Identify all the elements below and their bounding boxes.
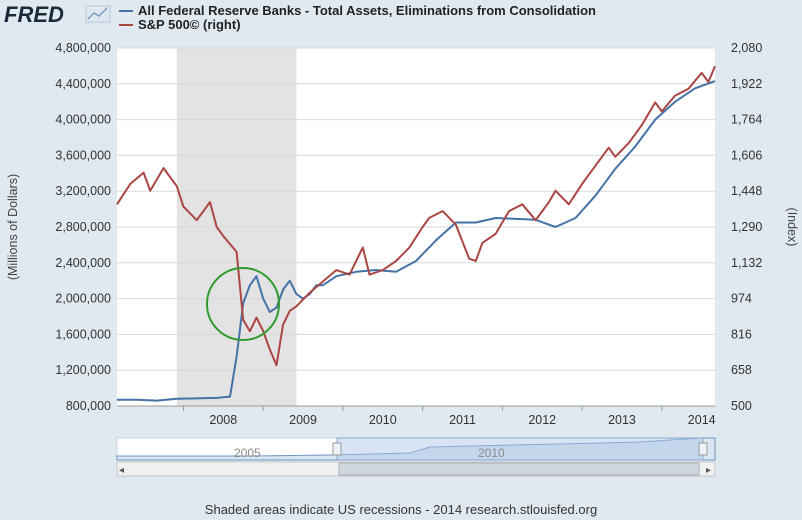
left-axis-ticks: 800,000 1,200,000 1,600,000 2,000,000 2,400,… [55,41,111,413]
legend: All Federal Reserve Banks - Total Assets… [119,3,596,32]
legend-label-blue: All Federal Reserve Banks - Total Assets… [138,3,596,18]
left-tick-label: 2,000,000 [55,292,111,306]
right-tick-label: 974 [731,292,752,306]
x-tick-label: 2013 [608,413,636,427]
navigator-handle-right[interactable] [698,442,708,456]
right-tick-label: 658 [731,363,752,377]
navigator-handle-left[interactable] [332,442,342,456]
scroll-left-arrow[interactable]: ◂ [119,465,124,476]
x-tick-label: 2011 [449,413,476,427]
scrollbar-thumb[interactable] [338,462,700,476]
right-tick-label: 1,290 [731,220,762,234]
x-axis-ticks: 2008 2009 2010 2011 2012 2013 2014 [182,406,716,427]
right-tick-label: 1,448 [731,184,762,198]
navigator-series [116,437,716,461]
fred-graph-icon [85,5,111,23]
right-axis-ticks: 500 658 816 974 1,132 1,290 1,448 1,606 1,764 1,9… [731,41,762,413]
x-tick-label: 2014 [688,413,716,427]
right-tick-label: 816 [731,327,752,341]
navigator[interactable]: 2005 2010 ◂ ▸ [116,437,716,477]
series-line-sp500 [116,65,716,367]
scroll-right-arrow[interactable]: ▸ [706,465,711,476]
left-axis-label: (Millions of Dollars) [6,174,20,280]
series-line-total-assets [117,80,716,402]
left-tick-label: 4,000,000 [55,113,111,127]
highlight-circle [206,267,280,341]
right-tick-label: 1,606 [731,148,762,162]
x-tick-label: 2009 [289,413,317,427]
left-tick-label: 1,600,000 [55,327,111,341]
left-tick-label: 4,400,000 [55,77,111,91]
footer-note: Shaded areas indicate US recessions - 20… [204,502,598,517]
x-tick-label: 2008 [209,413,237,427]
right-axis-label: (Index) [785,208,799,247]
left-tick-label: 2,800,000 [55,220,111,234]
right-tick-label: 1,764 [731,113,762,127]
left-tick-label: 4,800,000 [55,41,111,55]
left-tick-label: 3,200,000 [55,184,111,198]
legend-label-red: S&P 500© (right) [138,17,241,32]
x-tick-label: 2010 [369,413,397,427]
fred-logo[interactable]: FRED [4,2,64,27]
left-tick-label: 800,000 [66,399,111,413]
right-tick-label: 1,132 [731,256,762,270]
navigator-label-2010: 2010 [478,446,505,460]
navigator-label-2005: 2005 [234,446,261,460]
series-layer [116,65,716,402]
navigator-selection[interactable] [336,437,704,461]
left-tick-label: 2,400,000 [55,256,111,270]
right-tick-label: 1,922 [731,77,762,91]
left-tick-label: 1,200,000 [55,363,111,377]
x-tick-label: 2012 [528,413,556,427]
right-tick-label: 2,080 [731,41,762,55]
left-tick-label: 3,600,000 [55,148,111,162]
right-tick-label: 500 [731,399,752,413]
